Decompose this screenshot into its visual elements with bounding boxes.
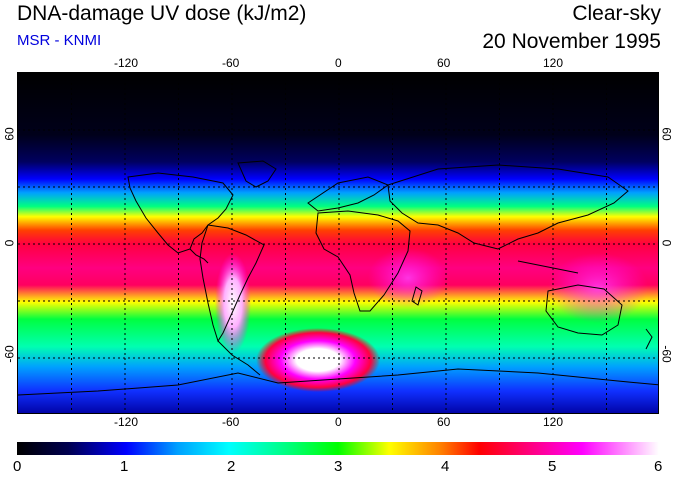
lat-label-left: 0: [2, 239, 17, 247]
lon-label-top: -60: [222, 56, 240, 70]
lon-label-bottom: 0: [335, 415, 342, 429]
lon-label-bottom: 120: [543, 415, 564, 429]
lon-label-top: 0: [335, 56, 342, 70]
color-scale-bar: [17, 442, 659, 455]
lon-label-top: -120: [114, 56, 139, 70]
date-label: 20 November 1995: [482, 30, 661, 53]
lat-label-left: -60: [2, 345, 17, 363]
ozone-hole-high-uv-region: [256, 328, 380, 392]
lat-label-right: 60: [659, 127, 674, 141]
scale-label: 0: [13, 458, 22, 475]
coastlines: [18, 160, 658, 396]
scale-label: 4: [441, 458, 450, 475]
scale-label: 3: [334, 458, 343, 475]
graticule: [18, 73, 658, 413]
lat-label-right: -60: [659, 345, 674, 363]
uv-dose-map: [17, 72, 659, 414]
sky-condition-label: Clear-sky: [572, 2, 661, 25]
africa-high-uv-region: [368, 248, 448, 308]
scale-label: 1: [120, 458, 129, 475]
lon-label-top: 60: [437, 56, 451, 70]
scale-label: 2: [227, 458, 236, 475]
lon-label-bottom: 60: [437, 415, 451, 429]
andes-high-uv-region: [215, 253, 251, 353]
map-canvas: [18, 73, 658, 413]
scale-label: 5: [548, 458, 557, 475]
lat-label-right: 0: [659, 239, 674, 247]
lon-label-bottom: -60: [222, 415, 240, 429]
lon-label-bottom: -120: [114, 415, 139, 429]
lon-label-top: 120: [543, 56, 564, 70]
lat-label-left: 60: [2, 127, 17, 141]
scale-label: 6: [654, 458, 663, 475]
map-title: DNA-damage UV dose (kJ/m2): [17, 2, 307, 25]
source-label: MSR - KNMI: [17, 32, 102, 49]
